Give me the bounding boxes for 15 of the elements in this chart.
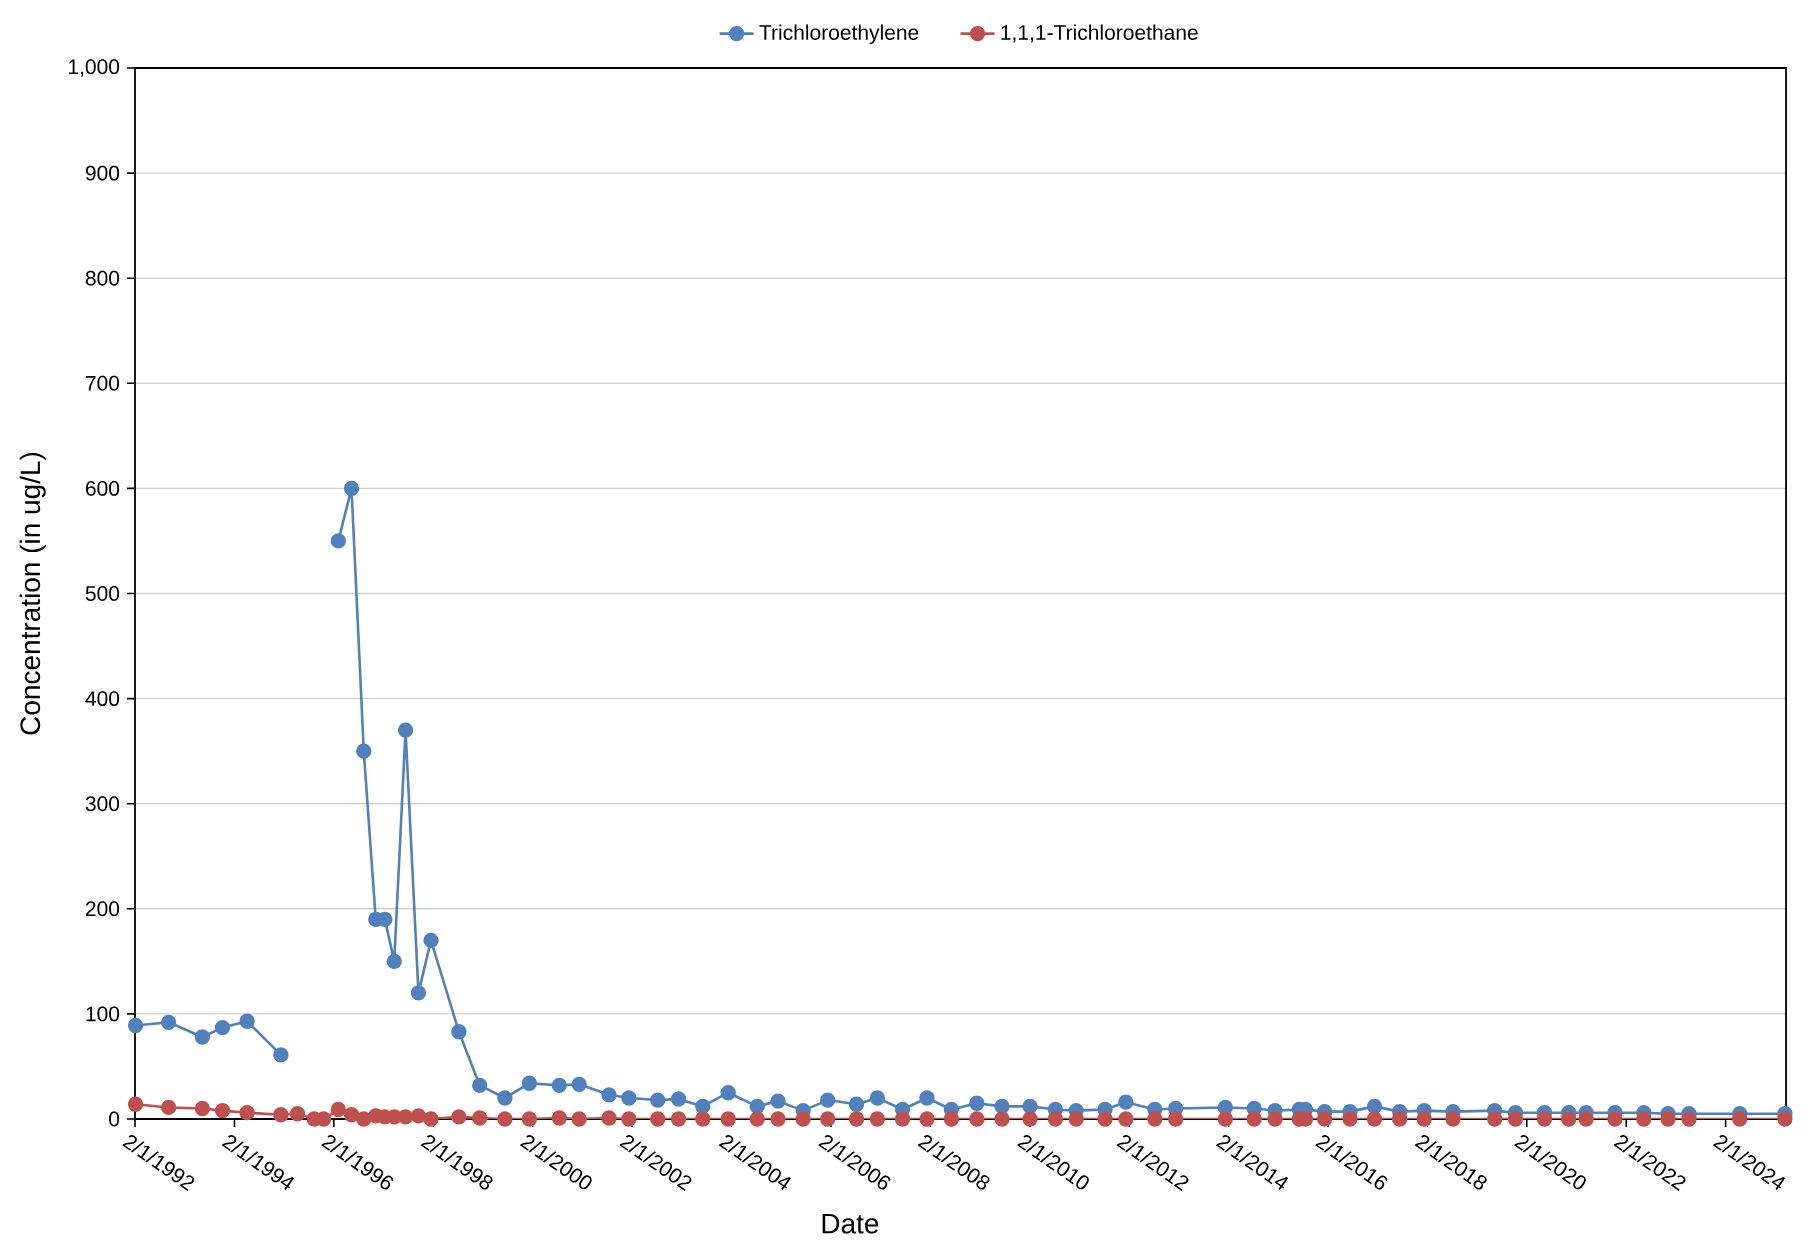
y-tick-label: 100 xyxy=(86,1006,120,1022)
y-tick-label: 700 xyxy=(85,375,120,391)
y-tick-label: 1,000 xyxy=(69,59,120,77)
y-tick-label: 300 xyxy=(85,796,120,812)
y-tick-label: 600 xyxy=(85,480,120,496)
legend-label: Trichloroethylene xyxy=(759,24,919,45)
y-tick-label: 200 xyxy=(85,901,120,917)
y-axis-title: Concentration (in ug/L) xyxy=(19,452,46,735)
y-tick-label: 900 xyxy=(85,165,120,181)
y-tick-label: 0 xyxy=(109,1111,120,1127)
y-tick-label: 400 xyxy=(85,691,120,707)
legend-label: 1,1,1-Trichloroethane xyxy=(1001,24,1198,43)
y-tick-label: 800 xyxy=(85,270,120,286)
y-tick-label: 500 xyxy=(85,586,120,601)
x-axis-title: Date xyxy=(822,1214,879,1234)
